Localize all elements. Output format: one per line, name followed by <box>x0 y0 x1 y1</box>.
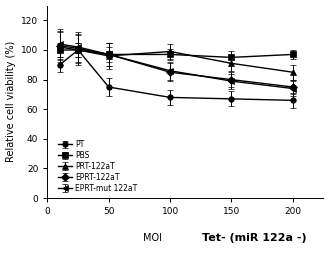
Text: MOI: MOI <box>143 233 162 243</box>
Text: Tet- (miR 122a -): Tet- (miR 122a -) <box>202 233 307 243</box>
Legend: PT, PBS, PRT-122aT, EPRT-122aT, EPRT-mut 122aT: PT, PBS, PRT-122aT, EPRT-122aT, EPRT-mut… <box>57 139 139 194</box>
Y-axis label: Relative cell viability (%): Relative cell viability (%) <box>6 41 15 163</box>
